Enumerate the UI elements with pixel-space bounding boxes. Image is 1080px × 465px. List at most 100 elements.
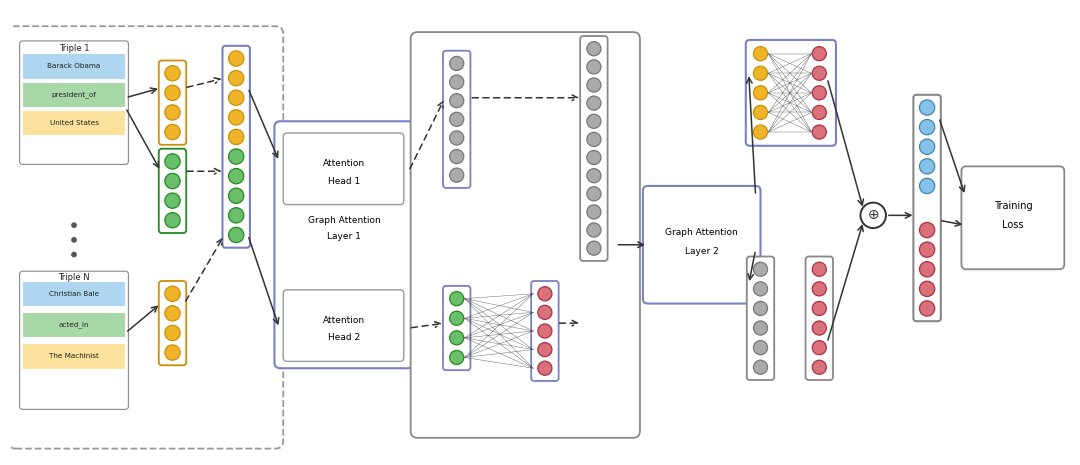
Circle shape <box>586 60 600 74</box>
Circle shape <box>72 238 77 242</box>
Circle shape <box>165 326 180 340</box>
Circle shape <box>812 46 826 61</box>
Text: Layer 1: Layer 1 <box>327 232 361 241</box>
FancyBboxPatch shape <box>23 344 125 369</box>
FancyBboxPatch shape <box>283 290 404 361</box>
Text: Layer 2: Layer 2 <box>685 247 718 256</box>
Circle shape <box>812 321 826 335</box>
Circle shape <box>449 131 463 145</box>
Text: Attention: Attention <box>323 316 365 325</box>
Circle shape <box>229 71 244 86</box>
Circle shape <box>449 168 463 182</box>
Circle shape <box>449 311 463 326</box>
FancyBboxPatch shape <box>746 257 774 380</box>
Circle shape <box>229 110 244 125</box>
FancyBboxPatch shape <box>806 257 833 380</box>
Circle shape <box>229 188 244 203</box>
Circle shape <box>538 361 552 375</box>
Circle shape <box>449 351 463 365</box>
FancyBboxPatch shape <box>159 281 186 365</box>
Circle shape <box>586 114 600 128</box>
Circle shape <box>449 331 463 345</box>
Circle shape <box>586 241 600 255</box>
Text: Barack Obama: Barack Obama <box>48 63 100 69</box>
Circle shape <box>165 286 180 301</box>
Circle shape <box>538 287 552 301</box>
Circle shape <box>919 242 935 257</box>
FancyBboxPatch shape <box>159 149 186 233</box>
Circle shape <box>919 100 935 115</box>
Circle shape <box>165 193 180 208</box>
FancyBboxPatch shape <box>23 313 125 338</box>
Text: Attention: Attention <box>323 159 365 168</box>
FancyBboxPatch shape <box>914 95 941 321</box>
Circle shape <box>812 262 826 276</box>
Circle shape <box>586 187 600 201</box>
Circle shape <box>229 227 244 243</box>
FancyBboxPatch shape <box>531 281 558 381</box>
Circle shape <box>165 66 180 81</box>
FancyBboxPatch shape <box>222 46 249 248</box>
Circle shape <box>586 42 600 56</box>
Circle shape <box>919 139 935 154</box>
FancyBboxPatch shape <box>8 26 283 449</box>
FancyBboxPatch shape <box>23 111 125 135</box>
Circle shape <box>754 66 768 80</box>
Circle shape <box>919 262 935 277</box>
Text: Graph Attention: Graph Attention <box>308 216 380 225</box>
Circle shape <box>812 125 826 139</box>
Text: Triple N: Triple N <box>58 272 90 282</box>
Circle shape <box>229 168 244 184</box>
Circle shape <box>812 86 826 100</box>
Circle shape <box>586 133 600 146</box>
Text: Head 2: Head 2 <box>328 333 360 342</box>
Circle shape <box>919 222 935 238</box>
Circle shape <box>586 169 600 183</box>
FancyBboxPatch shape <box>443 286 471 370</box>
Circle shape <box>165 213 180 228</box>
Circle shape <box>586 205 600 219</box>
Circle shape <box>449 149 463 164</box>
Circle shape <box>229 208 244 223</box>
FancyBboxPatch shape <box>580 36 608 261</box>
FancyBboxPatch shape <box>19 271 129 409</box>
Circle shape <box>165 85 180 100</box>
Text: The Machinist: The Machinist <box>49 353 99 359</box>
Circle shape <box>449 56 463 71</box>
Circle shape <box>919 120 935 135</box>
Circle shape <box>165 173 180 189</box>
Circle shape <box>754 340 768 355</box>
Text: Triple 1: Triple 1 <box>58 44 90 53</box>
FancyBboxPatch shape <box>274 121 414 368</box>
Circle shape <box>72 252 77 257</box>
Circle shape <box>919 281 935 297</box>
Circle shape <box>229 149 244 164</box>
Circle shape <box>919 178 935 193</box>
Text: Training: Training <box>994 200 1032 211</box>
Circle shape <box>229 129 244 145</box>
Circle shape <box>812 106 826 120</box>
Circle shape <box>812 301 826 316</box>
FancyBboxPatch shape <box>19 41 129 165</box>
FancyBboxPatch shape <box>23 83 125 107</box>
Circle shape <box>538 324 552 338</box>
Circle shape <box>538 343 552 357</box>
Text: acted_in: acted_in <box>58 322 90 328</box>
FancyBboxPatch shape <box>23 54 125 79</box>
Text: president_of: president_of <box>52 92 96 98</box>
Circle shape <box>861 203 886 228</box>
Circle shape <box>754 86 768 100</box>
Circle shape <box>449 112 463 126</box>
FancyBboxPatch shape <box>159 60 186 145</box>
Circle shape <box>919 159 935 174</box>
Circle shape <box>72 223 77 227</box>
FancyBboxPatch shape <box>410 32 640 438</box>
Text: Loss: Loss <box>1002 220 1024 230</box>
Text: Graph Attention: Graph Attention <box>665 228 738 238</box>
FancyBboxPatch shape <box>23 281 125 306</box>
Circle shape <box>754 262 768 276</box>
Circle shape <box>754 125 768 139</box>
Circle shape <box>165 306 180 321</box>
Circle shape <box>449 292 463 306</box>
Circle shape <box>812 360 826 374</box>
